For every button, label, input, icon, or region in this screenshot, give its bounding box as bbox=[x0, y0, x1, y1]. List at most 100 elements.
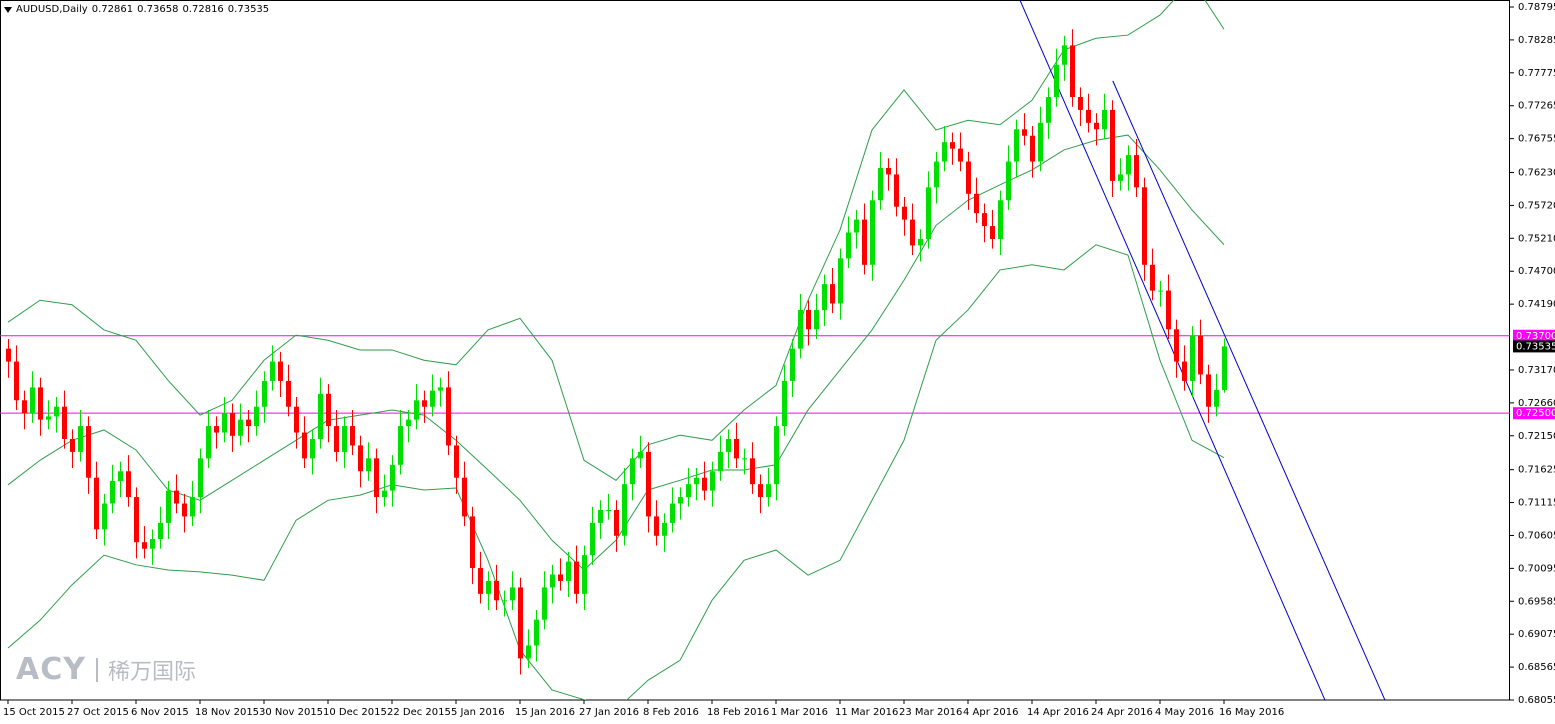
low-value: 0.72816 bbox=[182, 4, 224, 15]
candle-body bbox=[142, 542, 147, 549]
price-tag bbox=[1513, 340, 1555, 353]
candle-body bbox=[590, 522, 595, 556]
candle-body bbox=[286, 380, 291, 407]
candle-body bbox=[510, 587, 515, 601]
candle-body bbox=[310, 438, 315, 459]
x-tick-label: 18 Nov 2015 bbox=[195, 707, 259, 718]
candle-body bbox=[526, 645, 531, 659]
candle-body bbox=[94, 477, 99, 530]
candle-body bbox=[902, 206, 907, 220]
plot-area bbox=[0, 0, 1510, 700]
candle-body bbox=[598, 509, 603, 523]
candle-body bbox=[710, 471, 715, 491]
candle-body bbox=[1094, 122, 1099, 130]
candle-body bbox=[1078, 97, 1083, 110]
x-tick-label: 27 Jan 2016 bbox=[579, 707, 639, 718]
x-tick-label: 4 May 2016 bbox=[1155, 707, 1214, 718]
candle-body bbox=[926, 187, 931, 239]
level-tag bbox=[1513, 329, 1555, 342]
candle-body bbox=[566, 561, 571, 581]
menu-arrow[interactable] bbox=[4, 6, 12, 14]
candle-body bbox=[318, 393, 323, 439]
candle-body bbox=[134, 497, 139, 543]
x-tick-label: 15 Oct 2015 bbox=[3, 707, 65, 718]
candle-body bbox=[398, 426, 403, 465]
candle-body bbox=[6, 348, 11, 362]
candle-body bbox=[966, 161, 971, 194]
candle-body bbox=[150, 539, 155, 549]
candle-body bbox=[246, 419, 251, 427]
x-tick-label: 27 Oct 2015 bbox=[67, 707, 129, 718]
candle-body bbox=[1126, 155, 1131, 175]
axes: 0.78795 0.78285 0.77775 0.77265 0.76755 0.762… bbox=[3, 2, 1555, 718]
candle-body bbox=[126, 471, 131, 498]
candle-body bbox=[894, 174, 899, 207]
candle-body bbox=[1206, 374, 1211, 407]
candle-body bbox=[422, 400, 427, 407]
candle-body bbox=[726, 438, 731, 452]
candle-body bbox=[1086, 109, 1091, 123]
candle-body bbox=[622, 484, 627, 536]
candle-body bbox=[942, 142, 947, 162]
candle-body bbox=[574, 561, 579, 594]
x-tick-label: 22 Dec 2015 bbox=[387, 707, 451, 718]
candle-body bbox=[614, 509, 619, 536]
close-value: 0.73535 bbox=[227, 4, 270, 15]
candle-body bbox=[1222, 346, 1227, 390]
candle-body bbox=[646, 451, 651, 517]
candle-body bbox=[62, 406, 67, 439]
candle-body bbox=[766, 484, 771, 498]
candle-body bbox=[982, 213, 987, 227]
candle-body bbox=[414, 400, 419, 420]
high-value: 0.73658 bbox=[137, 4, 179, 15]
symbol: AUDUSD,Daily bbox=[16, 4, 88, 15]
candle-body bbox=[1046, 97, 1051, 123]
candle-body bbox=[1062, 45, 1067, 65]
plot-frame bbox=[0, 0, 1510, 701]
candle-body bbox=[358, 445, 363, 472]
candle-body bbox=[278, 361, 283, 381]
y-tick-label: 0.68565 bbox=[1518, 662, 1555, 673]
candle-body bbox=[702, 477, 707, 491]
candle-body bbox=[1190, 335, 1195, 381]
candle-body bbox=[30, 387, 35, 414]
candle-body bbox=[454, 445, 459, 478]
y-tick-label: 0.70095 bbox=[1518, 563, 1555, 574]
candle-body bbox=[1054, 64, 1059, 98]
candle-body bbox=[686, 484, 691, 498]
bollinger-band bbox=[7, 244, 1225, 700]
watermark: ACY 稀万国际 bbox=[16, 652, 196, 687]
level-tag bbox=[1513, 407, 1555, 420]
x-tick-label: 15 Jan 2016 bbox=[515, 707, 575, 718]
candle-body bbox=[206, 426, 211, 459]
candle-body bbox=[46, 416, 51, 420]
x-tick-label: 23 Mar 2016 bbox=[899, 707, 962, 718]
candle-body bbox=[382, 490, 387, 498]
y-tick-label: 0.69075 bbox=[1518, 629, 1555, 640]
open-value: 0.72861 bbox=[91, 4, 134, 15]
candle-body bbox=[950, 142, 955, 149]
candle-body bbox=[1022, 129, 1027, 136]
candle-body bbox=[1174, 329, 1179, 362]
candle-body bbox=[782, 380, 787, 427]
candle-body bbox=[662, 522, 667, 536]
candle-body bbox=[582, 555, 587, 594]
candle-body bbox=[166, 490, 171, 523]
candle-body bbox=[1150, 264, 1155, 291]
y-tick-label: 0.70605 bbox=[1518, 530, 1555, 541]
x-tick-label: 16 May 2016 bbox=[1219, 707, 1284, 718]
candle-body bbox=[1214, 389, 1219, 407]
candle-body bbox=[470, 516, 475, 569]
candle-body bbox=[774, 426, 779, 485]
candle-body bbox=[918, 238, 923, 246]
candle-body bbox=[302, 432, 307, 459]
bollinger-band bbox=[7, 0, 1225, 481]
candle-body bbox=[326, 393, 331, 427]
candle-body bbox=[1038, 122, 1043, 162]
candle-body bbox=[110, 480, 115, 504]
x-tick-label: 11 Mar 2016 bbox=[835, 707, 898, 718]
candle-body bbox=[342, 426, 347, 452]
